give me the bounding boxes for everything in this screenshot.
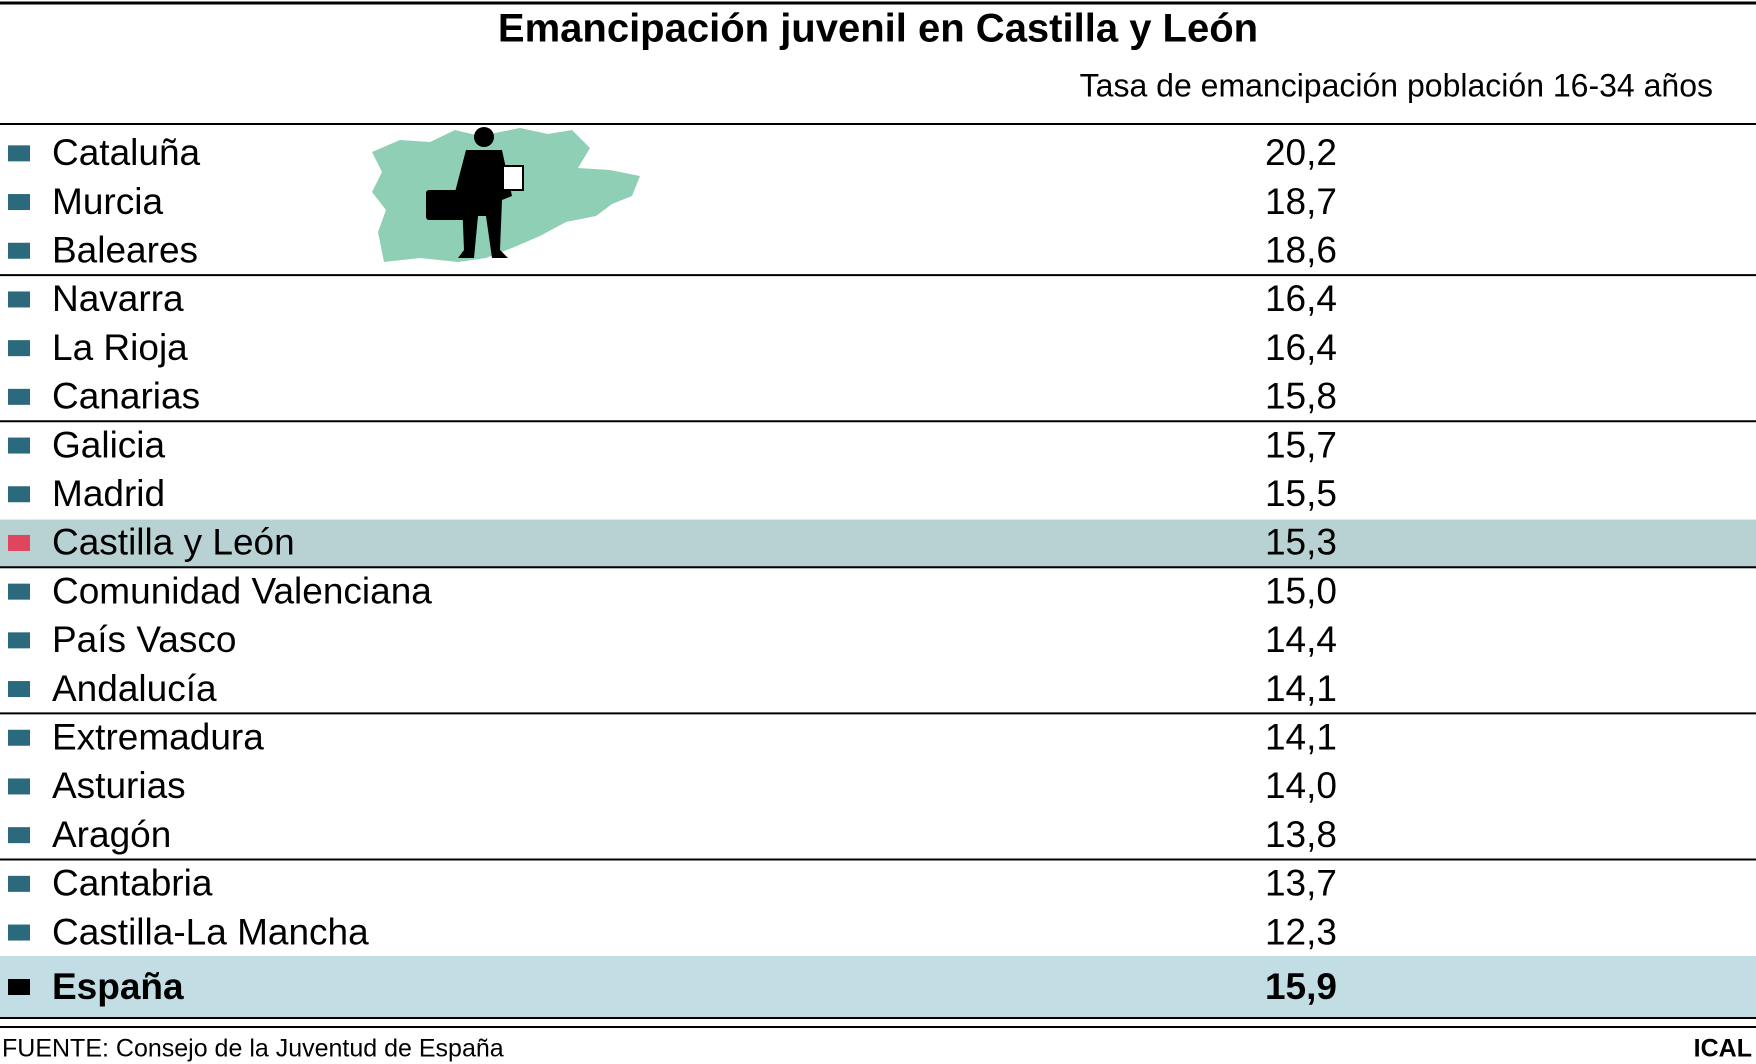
- source: FUENTE: Consejo de la Juventud de España: [2, 1035, 504, 1063]
- row-name: Cataluña: [52, 132, 201, 173]
- row-value: 18,7: [1265, 181, 1337, 222]
- row-value: 18,6: [1265, 230, 1337, 271]
- total-highlight: [0, 956, 1756, 1018]
- row-value: 13,8: [1265, 814, 1337, 855]
- row-value: 12,3: [1265, 911, 1337, 952]
- title: Emancipación juvenil en Castilla y León: [498, 7, 1258, 51]
- row-name: Andalucía: [52, 668, 217, 709]
- row-marker: [8, 827, 30, 844]
- row-name: La Rioja: [52, 327, 188, 368]
- row-value: 16,4: [1265, 278, 1337, 319]
- row-value: 15,3: [1265, 522, 1337, 563]
- row-marker: [8, 979, 30, 995]
- row-marker: [8, 583, 30, 600]
- row-name: Madrid: [52, 473, 165, 514]
- row-marker: [8, 924, 30, 941]
- row-value: 14,1: [1265, 668, 1337, 709]
- row-marker: [8, 875, 30, 892]
- row-value: 13,7: [1265, 863, 1337, 904]
- row-marker: [8, 340, 30, 357]
- row-value: 15,9: [1265, 966, 1337, 1007]
- map-icon: [372, 127, 640, 262]
- row-name: España: [52, 966, 184, 1007]
- row-name: País Vasco: [52, 619, 236, 660]
- row-marker: [8, 388, 30, 405]
- row-highlight: [0, 519, 1756, 569]
- row-name: Asturias: [52, 765, 186, 806]
- row-value: 14,4: [1265, 619, 1337, 660]
- row-marker: [8, 437, 30, 454]
- credit: ICAL: [1694, 1035, 1752, 1063]
- row-name: Extremadura: [52, 717, 264, 758]
- row-name: Castilla-La Mancha: [52, 911, 369, 952]
- row-marker: [8, 534, 30, 551]
- row-value: 15,8: [1265, 376, 1337, 417]
- row-name: Baleares: [52, 230, 198, 271]
- row-value: 16,4: [1265, 327, 1337, 368]
- row-value: 15,0: [1265, 570, 1337, 611]
- row-name: Galicia: [52, 424, 166, 465]
- row-value: 14,1: [1265, 717, 1337, 758]
- row-marker: [8, 242, 30, 259]
- row-marker: [8, 632, 30, 649]
- row-name: Navarra: [52, 278, 184, 319]
- row-name: Aragón: [52, 814, 171, 855]
- row-marker: [8, 194, 30, 211]
- row-value: 14,0: [1265, 765, 1337, 806]
- row-value: 15,5: [1265, 473, 1337, 514]
- row-name: Canarias: [52, 376, 200, 417]
- row-marker: [8, 778, 30, 795]
- row-marker: [8, 486, 30, 503]
- row-marker: [8, 145, 30, 162]
- row-marker: [8, 729, 30, 746]
- row-name: Murcia: [52, 181, 163, 222]
- row-marker: [8, 681, 30, 698]
- row-marker: [8, 291, 30, 308]
- row-value: 15,7: [1265, 424, 1337, 465]
- row-name: Castilla y León: [52, 522, 295, 563]
- row-name: Cantabria: [52, 863, 213, 904]
- subtitle: Tasa de emancipación población 16-34 año…: [1080, 67, 1713, 103]
- row-name: Comunidad Valenciana: [52, 570, 432, 611]
- row-value: 20,2: [1265, 132, 1337, 173]
- table: Cataluña 20,2 Murcia 18,7 Baleares 18,6 Navarr…: [0, 132, 1756, 1018]
